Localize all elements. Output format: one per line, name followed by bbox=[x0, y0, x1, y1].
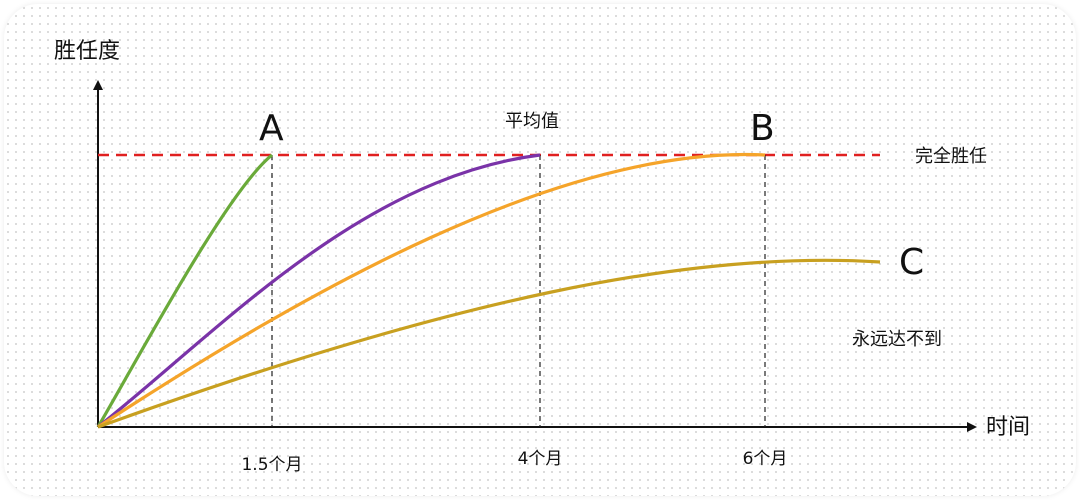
series-label-c: C bbox=[899, 242, 924, 283]
full-competency-label: 完全胜任 bbox=[915, 146, 987, 167]
series-label-b: B bbox=[750, 108, 775, 149]
curve-average bbox=[97, 153, 541, 429]
series-label-a: A bbox=[259, 108, 284, 149]
x-tick-label-6-months: 6个月 bbox=[743, 449, 788, 469]
curve-c bbox=[97, 258, 881, 429]
x-axis-label: 时间 bbox=[986, 415, 1030, 440]
curve-b bbox=[97, 152, 766, 429]
x-tick-label-4-months: 4个月 bbox=[518, 449, 563, 469]
x-tick-label-1-5-months: 1.5个月 bbox=[241, 455, 302, 475]
y-axis-label: 胜任度 bbox=[54, 39, 120, 64]
curve-a bbox=[96, 153, 273, 428]
never-reach-label: 永远达不到 bbox=[852, 329, 942, 350]
average-label: 平均值 bbox=[505, 111, 559, 132]
